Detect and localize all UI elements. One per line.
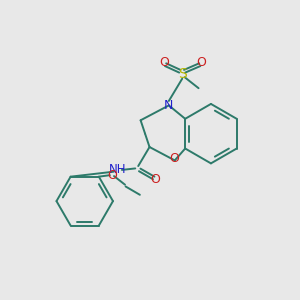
Text: O: O (169, 152, 179, 165)
Text: O: O (196, 56, 206, 69)
Text: NH: NH (109, 164, 126, 176)
Text: N: N (164, 99, 173, 112)
Text: S: S (178, 67, 187, 81)
Text: O: O (159, 56, 169, 69)
Text: O: O (151, 173, 160, 186)
Text: O: O (107, 169, 117, 182)
